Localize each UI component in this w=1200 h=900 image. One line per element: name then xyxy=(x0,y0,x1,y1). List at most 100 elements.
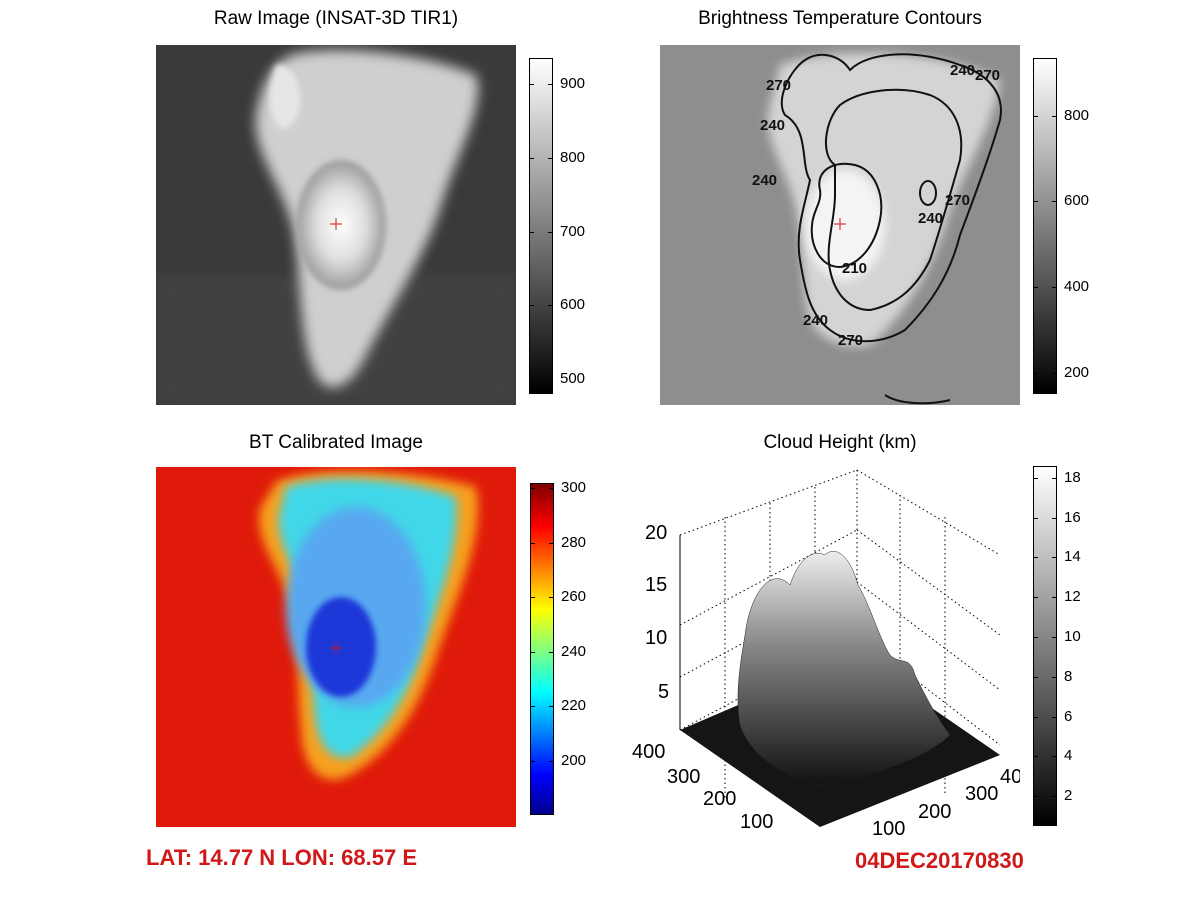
raw-colorbar xyxy=(529,58,553,394)
colorbar-tick-mark xyxy=(1033,756,1038,758)
colorbar-tick-label: 600 xyxy=(1064,192,1090,210)
colorbar-tick-mark xyxy=(530,760,535,762)
colorbar-tick-mark xyxy=(1033,597,1038,599)
colorbar-tick-label: 14 xyxy=(1064,548,1081,566)
grid-line xyxy=(856,469,1001,556)
contour-240 xyxy=(824,88,963,312)
contour-270 xyxy=(780,53,1002,343)
colorbar-tick-label: 240 xyxy=(561,642,587,660)
colorbar-tick-mark xyxy=(1033,517,1038,519)
colorbar-tick-mark xyxy=(1052,517,1057,519)
contour-bottom xyxy=(884,394,951,405)
contour-label: 270 xyxy=(766,77,791,94)
raw-image-plot xyxy=(156,45,516,405)
grid-line xyxy=(679,529,858,626)
colorbar-tick-mark xyxy=(1033,637,1038,639)
contours-title: Brightness Temperature Contours xyxy=(698,8,982,29)
colorbar-tick-label: 2 xyxy=(1064,787,1073,805)
colorbar-tick-mark xyxy=(1033,796,1038,798)
colorbar-tick-mark xyxy=(549,706,554,708)
contour-label: 240 xyxy=(752,172,777,189)
y-tick-label: 300 xyxy=(667,766,700,788)
colorbar-tick-label: 280 xyxy=(561,533,587,551)
colorbar-tick-label: 800 xyxy=(560,148,586,166)
colorbar-tick-label: 10 xyxy=(1064,628,1081,646)
colorbar-tick-mark xyxy=(1052,201,1057,203)
contour-label: 210 xyxy=(842,260,867,277)
bt-image-panel xyxy=(156,467,516,827)
x-tick-label: 40 xyxy=(1000,766,1020,788)
colorbar-tick-mark xyxy=(529,157,534,159)
bt-colorbar xyxy=(530,483,554,815)
colorbar-tick-label: 18 xyxy=(1064,468,1081,486)
colorbar-tick-mark xyxy=(549,542,554,544)
z-tick-labels: 20 15 10 5 xyxy=(645,522,669,703)
colorbar-tick-mark xyxy=(548,157,553,159)
colorbar-tick-mark xyxy=(1033,372,1038,374)
colorbar-tick-label: 500 xyxy=(560,370,586,388)
colorbar-tick-mark xyxy=(1033,115,1038,117)
colorbar-tick-mark xyxy=(549,597,554,599)
contour-label: 270 xyxy=(838,332,863,349)
colorbar-tick-label: 8 xyxy=(1064,667,1073,685)
colorbar-tick-mark xyxy=(530,488,535,490)
colorbar-tick-mark xyxy=(529,231,534,233)
lat-lon-label: LAT: 14.77 N LON: 68.57 E xyxy=(146,845,418,870)
colorbar-tick-mark xyxy=(530,542,535,544)
colorbar-tick-label: 200 xyxy=(561,751,587,769)
contours-panel: 270 240 240 270 240 210 240 270 240 270 xyxy=(660,45,1020,405)
bt-image-plot xyxy=(156,467,516,827)
colorbar-tick-label: 16 xyxy=(1064,508,1081,526)
x-tick-labels: 100 200 300 40 xyxy=(872,766,1020,840)
x-tick-label: 300 xyxy=(965,783,998,805)
timestamp-label: 04DEC20170830 xyxy=(855,848,1024,873)
contour-label: 270 xyxy=(975,67,1000,84)
colorbar-tick-mark xyxy=(1033,557,1038,559)
grid-line xyxy=(856,529,1001,636)
z-tick-label: 5 xyxy=(658,681,669,703)
y-tick-label: 200 xyxy=(703,788,736,810)
colorbar-tick-label: 200 xyxy=(1064,363,1090,381)
storm-center-marker xyxy=(330,642,342,654)
colorbar-tick-label: 900 xyxy=(560,74,586,92)
colorbar-tick-label: 600 xyxy=(560,296,586,314)
colorbar-tick-mark xyxy=(530,706,535,708)
cloud-height-surface xyxy=(680,551,1000,827)
colorbar-tick-mark xyxy=(1052,637,1057,639)
colorbar-tick-mark xyxy=(548,231,553,233)
colorbar-tick-mark xyxy=(1052,557,1057,559)
colorbar-tick-label: 300 xyxy=(561,479,587,497)
colorbar-tick-mark xyxy=(529,83,534,85)
raw-cloud-band xyxy=(269,64,301,129)
colorbar-tick-mark xyxy=(1033,201,1038,203)
colorbar-tick-label: 260 xyxy=(561,588,587,606)
raw-image-panel xyxy=(156,45,516,405)
colorbar-tick-mark xyxy=(1052,756,1057,758)
colorbar-tick-mark xyxy=(549,488,554,490)
contour-blob xyxy=(919,180,937,206)
colorbar-tick-mark xyxy=(1052,796,1057,798)
y-tick-label: 400 xyxy=(632,741,665,763)
y-tick-labels: 400 300 200 100 xyxy=(632,741,773,833)
cloud-height-title: Cloud Height (km) xyxy=(763,432,917,453)
colorbar-tick-mark xyxy=(548,305,553,307)
contour-label: 240 xyxy=(950,62,975,79)
contour-lines xyxy=(780,53,1002,405)
grid-line xyxy=(679,469,858,536)
contours-colorbar xyxy=(1033,58,1057,394)
x-tick-label: 100 xyxy=(872,818,905,840)
colorbar-tick-label: 12 xyxy=(1064,588,1081,606)
z-tick-label: 20 xyxy=(645,522,667,544)
z-tick-label: 15 xyxy=(645,574,667,596)
contours-plot: 270 240 240 270 240 210 240 270 240 270 xyxy=(660,45,1020,405)
bt-image-title: BT Calibrated Image xyxy=(249,432,423,453)
colorbar-tick-mark xyxy=(549,651,554,653)
colorbar-tick-mark xyxy=(548,83,553,85)
contour-label: 240 xyxy=(760,117,785,134)
colorbar-tick-label: 700 xyxy=(560,222,586,240)
raw-image-title: Raw Image (INSAT-3D TIR1) xyxy=(213,8,459,29)
colorbar-tick-mark xyxy=(1033,477,1038,479)
cloud-height-plot: 20 15 10 5 400 300 200 100 100 200 300 4… xyxy=(632,469,1020,840)
storm-center-marker xyxy=(834,218,846,230)
grid-line xyxy=(856,634,1001,746)
